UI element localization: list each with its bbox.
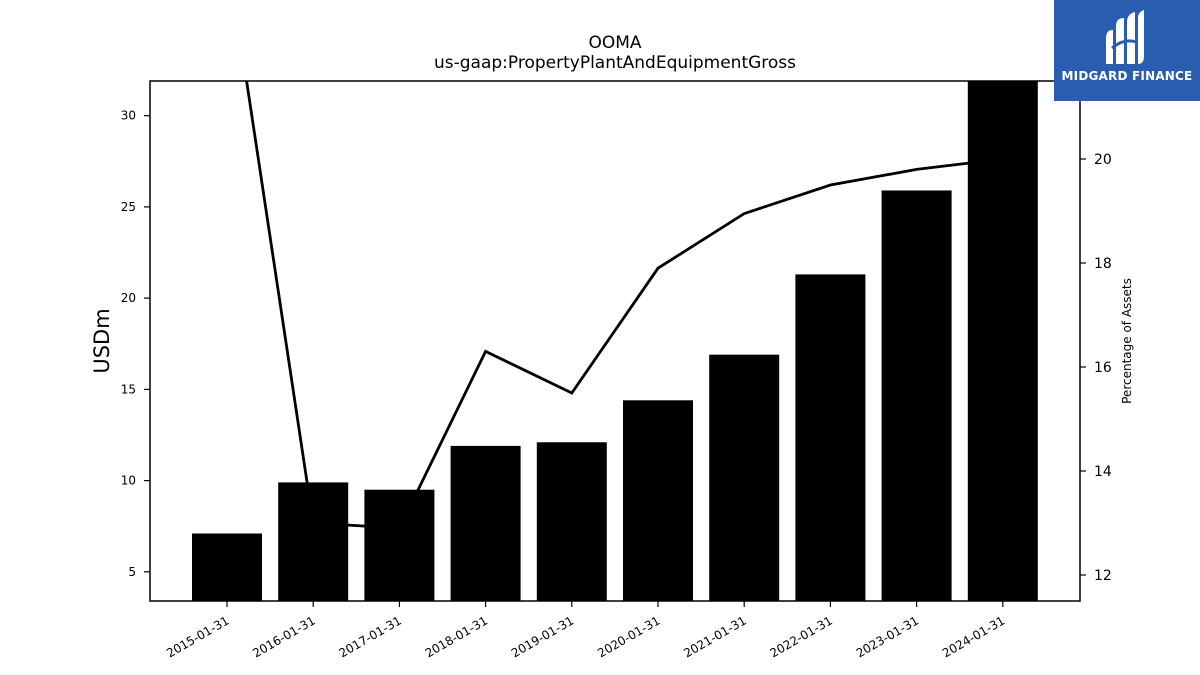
y-tick-label-left: 10	[121, 474, 136, 488]
brand-logo: MIDGARD FINANCE	[1054, 0, 1200, 101]
line-percentage-of-assets	[245, 81, 1003, 530]
bar-2024-01-31	[967, 81, 1038, 601]
y-tick-label-right: 14	[1094, 464, 1112, 480]
y-tick-label-left: 30	[121, 109, 136, 123]
plot-frame	[149, 80, 1081, 602]
x-tick-label: 2024-01-31	[940, 613, 1007, 660]
x-tick-label: 2023-01-31	[854, 613, 921, 660]
y-tick-label-right: 18	[1094, 256, 1112, 272]
midgard-logo-icon	[1106, 10, 1144, 64]
x-tick-label: 2015-01-31	[164, 613, 231, 660]
y-tick-label-left: 20	[121, 291, 136, 305]
y-tick-label-right: 20	[1094, 152, 1112, 168]
y-axis-label-right: Percentage of Assets	[1120, 278, 1134, 404]
x-tick-label: 2017-01-31	[336, 613, 403, 660]
x-tick-label: 2022-01-31	[767, 613, 834, 660]
x-tick-label: 2020-01-31	[595, 613, 662, 660]
x-axis: 2015-01-31 2016-01-31 2017-01-31 2018-01-31…	[164, 601, 1007, 660]
chart-subtitle: us-gaap:PropertyPlantAndEquipmentGross	[434, 53, 796, 73]
brand-name: MIDGARD FINANCE	[1061, 69, 1193, 83]
y-tick-label-right: 12	[1094, 568, 1112, 584]
bar-2018-01-31	[450, 445, 521, 601]
line-series	[245, 81, 1003, 530]
bar-2022-01-31	[795, 274, 866, 601]
bar-2023-01-31	[881, 190, 952, 601]
bar-2016-01-31	[278, 482, 349, 601]
x-tick-label: 2016-01-31	[250, 613, 317, 660]
bar-2021-01-31	[709, 354, 780, 601]
bar-2020-01-31	[623, 400, 693, 601]
x-tick-label: 2019-01-31	[509, 613, 576, 660]
y-axis-right: 12 14 16 18 20	[1080, 152, 1112, 584]
bar-2015-01-31	[192, 533, 262, 601]
x-tick-label: 2018-01-31	[423, 613, 490, 660]
y-tick-label-left: 15	[121, 382, 136, 396]
chart-title: OOMA	[588, 33, 641, 53]
bar-2017-01-31	[364, 489, 435, 601]
y-axis-left: 5 10 15 20 25 30	[121, 109, 150, 579]
y-axis-label-left: USDm	[90, 308, 114, 373]
bar-2019-01-31	[536, 442, 607, 601]
bar-series	[192, 81, 1038, 601]
y-tick-label-left: 5	[128, 565, 136, 579]
y-tick-label-right: 16	[1094, 360, 1112, 376]
x-tick-label: 2021-01-31	[681, 613, 748, 660]
y-tick-label-left: 25	[121, 200, 136, 214]
